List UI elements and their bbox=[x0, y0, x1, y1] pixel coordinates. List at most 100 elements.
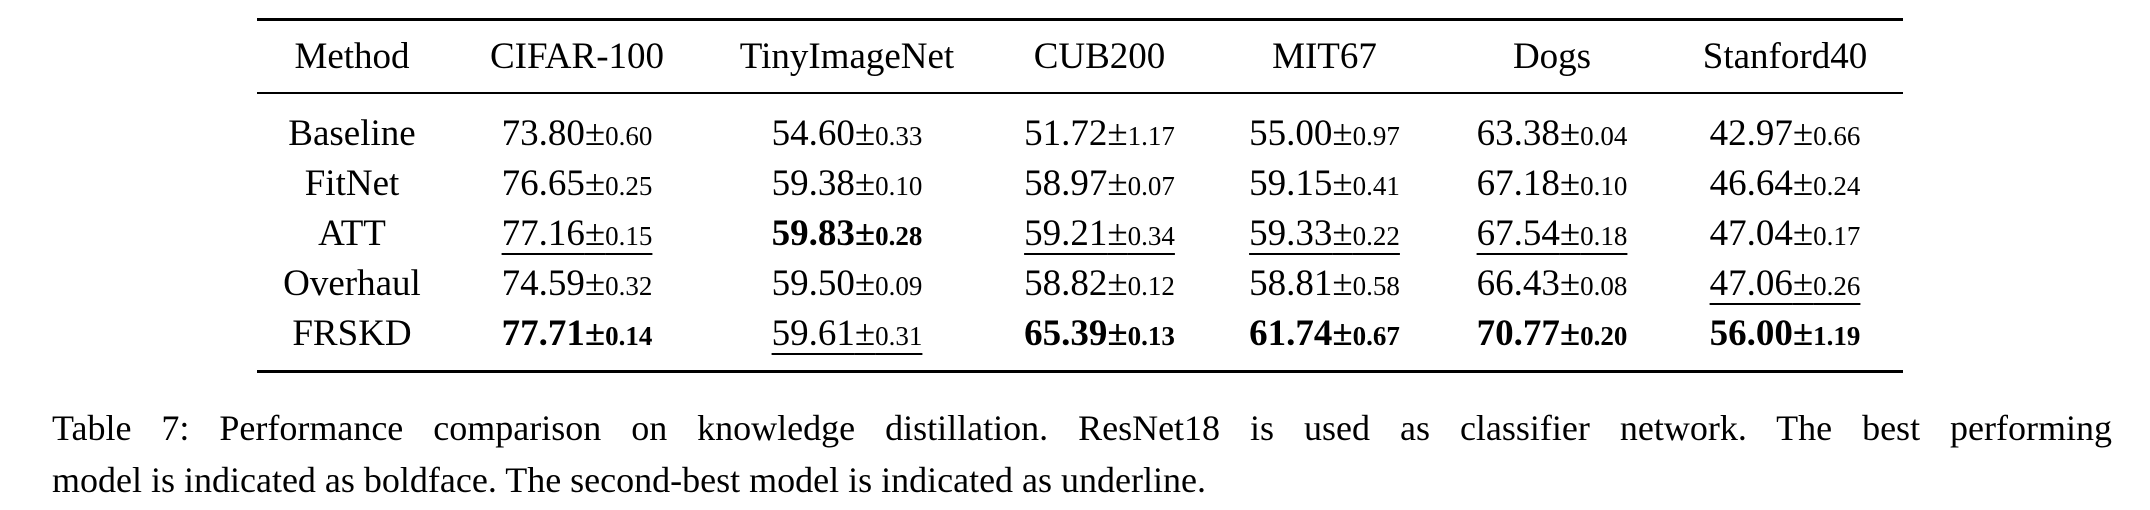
result-value: 59.61±0.31 bbox=[772, 313, 923, 354]
result-cell: 42.97±0.66 bbox=[1667, 93, 1903, 158]
std-value: 0.18 bbox=[1580, 220, 1628, 251]
caption-line-2: model is indicated as boldface. The seco… bbox=[52, 460, 1206, 500]
plus-minus-sign: ± bbox=[1792, 112, 1814, 154]
result-value: 56.00±1.19 bbox=[1710, 313, 1861, 354]
result-value: 61.74±0.67 bbox=[1249, 313, 1400, 354]
result-cell: 73.80±0.60 bbox=[447, 93, 707, 158]
result-cell: 76.65±0.25 bbox=[447, 158, 707, 208]
plus-minus-sign: ± bbox=[854, 162, 876, 204]
plus-minus-sign: ± bbox=[1107, 262, 1128, 304]
header-stanford40: Stanford40 bbox=[1702, 36, 1868, 77]
table-row: ATT 77.16±0.15 59.83±0.28 59.21±0.34 59.33±0… bbox=[257, 208, 1903, 258]
result-value: 55.00±0.97 bbox=[1249, 113, 1400, 154]
plus-minus-sign: ± bbox=[1107, 212, 1128, 254]
result-cell: 47.06±0.26 bbox=[1667, 258, 1903, 308]
std-value: 0.32 bbox=[605, 270, 653, 301]
header-cifar100: CIFAR-100 bbox=[489, 36, 665, 77]
result-value: 54.60±0.33 bbox=[772, 113, 923, 154]
result-cell: 59.83±0.28 bbox=[707, 208, 987, 258]
table-header: Method CIFAR-100 TinyImageNet CUB200 MIT… bbox=[257, 19, 1903, 93]
result-cell: 70.77±0.20 bbox=[1437, 308, 1667, 372]
result-cell: 59.50±0.09 bbox=[707, 258, 987, 308]
plus-minus-sign: ± bbox=[1792, 262, 1814, 304]
std-value: 0.09 bbox=[875, 270, 923, 301]
result-value: 59.38±0.10 bbox=[772, 163, 923, 204]
mean-value: 59.50 bbox=[771, 262, 855, 304]
std-value: 0.08 bbox=[1580, 270, 1628, 301]
mean-value: 59.33 bbox=[1249, 212, 1333, 254]
result-value: 76.65±0.25 bbox=[502, 163, 653, 204]
plus-minus-sign: ± bbox=[1332, 112, 1353, 154]
result-cell: 46.64±0.24 bbox=[1667, 158, 1903, 208]
header-tinyimagenet: TinyImageNet bbox=[739, 36, 955, 77]
mean-value: 56.00 bbox=[1709, 312, 1793, 354]
result-cell: 55.00±0.97 bbox=[1212, 93, 1437, 158]
method-cell: FRSKD bbox=[292, 312, 412, 354]
mean-value: 54.60 bbox=[771, 112, 855, 154]
result-cell: 59.21±0.34 bbox=[987, 208, 1212, 258]
result-value: 46.64±0.24 bbox=[1710, 163, 1861, 204]
mean-value: 59.38 bbox=[771, 162, 855, 204]
mean-value: 67.18 bbox=[1476, 162, 1560, 204]
result-value: 47.06±0.26 bbox=[1710, 263, 1861, 304]
mean-value: 59.15 bbox=[1249, 162, 1333, 204]
mean-value: 65.39 bbox=[1024, 312, 1108, 354]
plus-minus-sign: ± bbox=[584, 312, 606, 354]
method-cell: Baseline bbox=[288, 112, 416, 154]
mean-value: 59.83 bbox=[771, 212, 855, 254]
std-value: 0.28 bbox=[875, 220, 923, 251]
result-value: 77.71±0.14 bbox=[502, 313, 653, 354]
result-cell: 51.72±1.17 bbox=[987, 93, 1212, 158]
plus-minus-sign: ± bbox=[1792, 312, 1814, 354]
std-value: 0.33 bbox=[875, 120, 923, 151]
caption-line-1: Table 7: Performance comparison on knowl… bbox=[52, 408, 2112, 448]
result-value: 51.72±1.17 bbox=[1024, 113, 1175, 154]
plus-minus-sign: ± bbox=[1792, 212, 1814, 254]
result-cell: 65.39±0.13 bbox=[987, 308, 1212, 372]
std-value: 0.41 bbox=[1352, 170, 1400, 201]
mean-value: 70.77 bbox=[1476, 312, 1560, 354]
result-value: 58.81±0.58 bbox=[1249, 263, 1400, 304]
std-value: 0.04 bbox=[1580, 120, 1628, 151]
std-value: 1.17 bbox=[1127, 120, 1175, 151]
std-value: 0.15 bbox=[605, 220, 653, 251]
result-cell: 59.33±0.22 bbox=[1212, 208, 1437, 258]
mean-value: 66.43 bbox=[1476, 262, 1560, 304]
results-table-container: Method CIFAR-100 TinyImageNet CUB200 MIT… bbox=[257, 18, 1903, 373]
result-cell: 56.00±1.19 bbox=[1667, 308, 1903, 372]
table-row: Baseline 73.80±0.60 54.60±0.33 51.72±1.17 55… bbox=[257, 93, 1903, 158]
result-cell: 58.81±0.58 bbox=[1212, 258, 1437, 308]
std-value: 0.60 bbox=[605, 120, 653, 151]
std-value: 1.19 bbox=[1813, 320, 1861, 351]
std-value: 0.17 bbox=[1813, 220, 1861, 251]
plus-minus-sign: ± bbox=[1332, 262, 1353, 304]
plus-minus-sign: ± bbox=[1107, 112, 1128, 154]
mean-value: 58.81 bbox=[1249, 262, 1333, 304]
plus-minus-sign: ± bbox=[854, 312, 876, 354]
mean-value: 51.72 bbox=[1024, 112, 1108, 154]
mean-value: 47.04 bbox=[1709, 212, 1793, 254]
table-row: Overhaul 74.59±0.32 59.50±0.09 58.82±0.12 58… bbox=[257, 258, 1903, 308]
result-cell: 66.43±0.08 bbox=[1437, 258, 1667, 308]
header-mit67: MIT67 bbox=[1272, 36, 1377, 77]
header-cub200: CUB200 bbox=[1033, 36, 1166, 77]
mean-value: 58.97 bbox=[1024, 162, 1108, 204]
plus-minus-sign: ± bbox=[854, 262, 876, 304]
result-value: 59.50±0.09 bbox=[772, 263, 923, 304]
result-cell: 59.61±0.31 bbox=[707, 308, 987, 372]
plus-minus-sign: ± bbox=[1332, 312, 1353, 354]
mean-value: 59.21 bbox=[1024, 212, 1108, 254]
mean-value: 42.97 bbox=[1709, 112, 1793, 154]
result-value: 74.59±0.32 bbox=[502, 263, 653, 304]
results-table: Method CIFAR-100 TinyImageNet CUB200 MIT… bbox=[257, 18, 1903, 373]
mean-value: 47.06 bbox=[1709, 262, 1793, 304]
mean-value: 46.64 bbox=[1709, 162, 1793, 204]
std-value: 0.13 bbox=[1127, 320, 1175, 351]
std-value: 0.66 bbox=[1813, 120, 1861, 151]
result-cell: 47.04±0.17 bbox=[1667, 208, 1903, 258]
std-value: 0.34 bbox=[1127, 220, 1175, 251]
result-value: 73.80±0.60 bbox=[502, 113, 653, 154]
method-cell: ATT bbox=[318, 212, 386, 254]
std-value: 0.25 bbox=[605, 170, 653, 201]
plus-minus-sign: ± bbox=[1332, 212, 1353, 254]
